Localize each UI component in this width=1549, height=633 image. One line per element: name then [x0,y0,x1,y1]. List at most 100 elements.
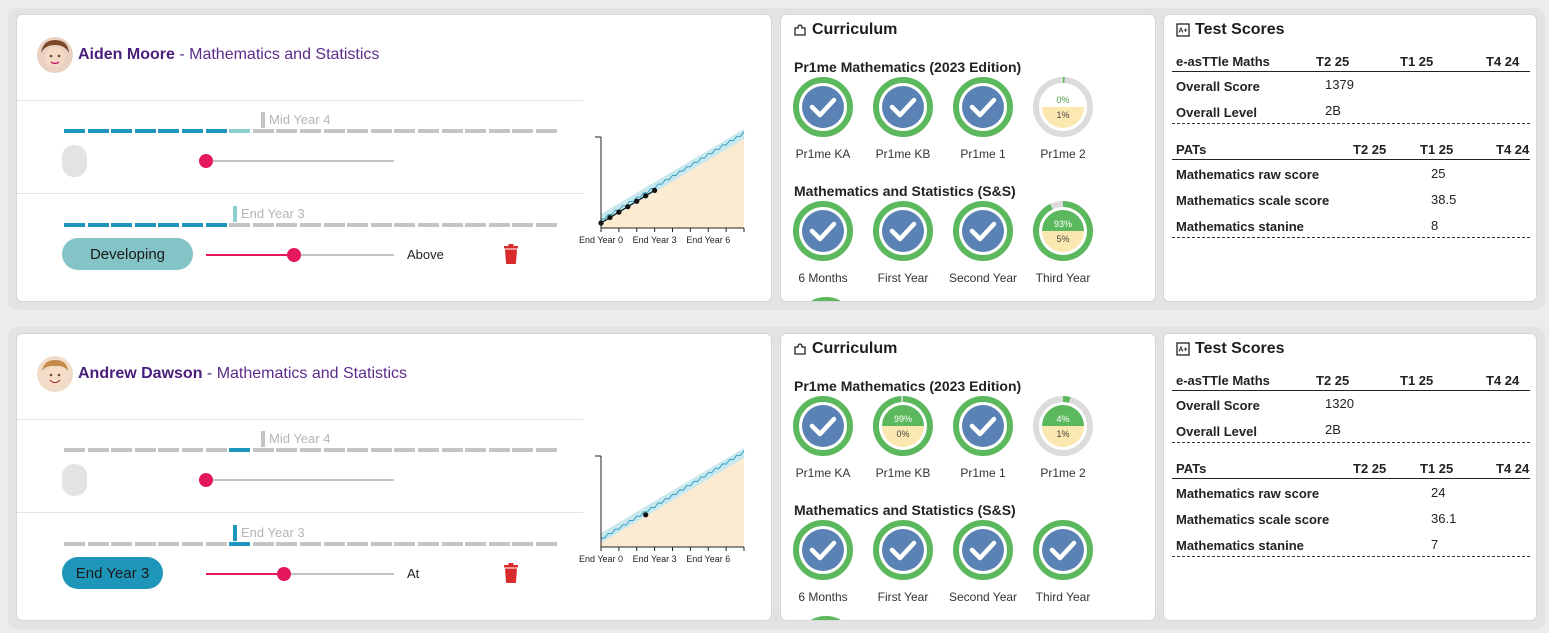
curriculum-group-title: Pr1me Mathematics (2023 Edition) [794,378,1022,394]
divider [17,512,583,513]
track-segment [134,223,156,227]
track-segment [347,542,369,546]
track-segment [229,448,251,452]
progress-ring[interactable]: 0% 1% [1033,77,1093,137]
judgement-pill[interactable]: Developing [62,238,193,270]
slider-label: Above [407,247,444,262]
easttle-term-header: T1 25 [1400,54,1434,69]
data-point [616,209,622,215]
track-segment [111,129,133,133]
slider-thumb[interactable] [199,473,213,487]
delete-icon[interactable] [503,563,519,583]
easttle-row-label: Overall Score [1176,398,1260,413]
track-segment [465,129,487,133]
track-segment [488,448,510,452]
track-segment [418,542,439,546]
check-icon [953,396,1013,456]
track-segment [394,223,416,227]
section-divider [1172,556,1530,557]
curriculum-title-text: Curriculum [812,21,898,38]
progress-ring[interactable] [953,520,1013,580]
progress-track-mid-year [64,448,557,452]
ring-label: Pr1me 1 [960,466,1006,480]
progress-ring[interactable] [873,520,933,580]
progress-ring[interactable]: 93% 5% [1033,201,1093,261]
track-segment [394,448,416,452]
track-segment [300,129,321,133]
track-segment [205,542,227,546]
test-scores-title-text: Test Scores [1195,340,1285,357]
ring-top-percent: 99% [894,414,912,424]
track-segment [323,129,345,133]
pats-term-header: T2 25 [1353,142,1387,157]
judgement-slider[interactable] [206,479,394,481]
progress-ring[interactable] [793,201,853,261]
easttle-term-header: T2 25 [1316,54,1350,69]
track-segment [158,129,180,133]
track-segment [536,448,557,452]
check-icon [953,520,1013,580]
check-icon [793,201,853,261]
judgement-pill-empty[interactable] [62,464,87,496]
student-name[interactable]: Aiden Moore [78,46,175,63]
mid-year-marker [261,431,265,447]
slider-thumb[interactable] [277,567,291,581]
track-segment [87,542,109,546]
track-segment [252,542,274,546]
check-icon [793,396,853,456]
progress-ring[interactable] [953,77,1013,137]
judgement-slider[interactable] [206,160,394,162]
track-segment [441,223,463,227]
data-point [643,193,649,199]
svg-text:A+: A+ [1178,347,1187,354]
puzzle-icon [793,342,807,356]
progress-ring[interactable] [953,396,1013,456]
pats-row-value: 25 [1431,166,1446,181]
test-scores-card: A+ Test Scores e-asTTle Maths T2 25 T1 25 T4 … [1163,333,1537,621]
progress-ring[interactable] [793,77,853,137]
easttle-row-value: 2B [1325,103,1341,118]
progress-ring[interactable]: 99% 0% [873,396,933,456]
track-segment [536,223,557,227]
progress-ring[interactable] [953,201,1013,261]
progress-ring[interactable] [793,396,853,456]
track-segment [300,223,321,227]
header-underline [1172,390,1530,391]
slider-thumb[interactable] [287,248,301,262]
pats-row-value: 8 [1431,218,1439,233]
pats-term-header: T2 25 [1353,461,1387,476]
test-scores-card: A+ Test Scores e-asTTle Maths T2 25 T1 25 T4 … [1163,14,1537,302]
track-segment [370,448,392,452]
ring-bottom-percent: 1% [1056,110,1069,120]
ring-bottom-percent: 5% [1056,234,1069,244]
x-tick-label: End Year 6 [686,235,730,245]
progress-track-end-year [64,223,557,227]
x-tick-label: End Year 3 [633,554,677,564]
student-name[interactable]: Andrew Dawson [78,365,203,382]
end-year-marker-label: End Year 3 [241,206,305,221]
slider-thumb[interactable] [199,154,213,168]
judgement-slider[interactable] [206,573,394,575]
report-icon: A+ [1176,342,1190,356]
progress-ring[interactable]: 4% 1% [1033,396,1093,456]
pats-term-header: T4 24 [1496,142,1530,157]
ring-label: Pr1me 2 [1040,147,1086,161]
pats-row-label: Mathematics scale score [1176,512,1330,527]
check-icon [873,520,933,580]
student-card: Aiden Moore - Mathematics and Statistics… [16,14,772,302]
progress-ring[interactable] [873,77,933,137]
progress-ring[interactable] [1033,520,1093,580]
judgement-pill[interactable]: End Year 3 [62,557,163,589]
easttle-row-label: Overall Level [1176,105,1257,120]
end-year-marker-label: End Year 3 [241,525,305,540]
student-title[interactable]: Aiden Moore - Mathematics and Statistics [78,46,379,64]
student-title[interactable]: Andrew Dawson - Mathematics and Statisti… [78,365,407,383]
test-scores-title-text: Test Scores [1195,21,1285,38]
easttle-row-label: Overall Level [1176,424,1257,439]
slider-fill [206,254,294,256]
judgement-pill-empty[interactable] [62,145,87,177]
curriculum-title: Curriculum [793,21,897,39]
delete-icon[interactable] [503,244,519,264]
progress-ring[interactable] [793,520,853,580]
progress-ring[interactable] [873,201,933,261]
